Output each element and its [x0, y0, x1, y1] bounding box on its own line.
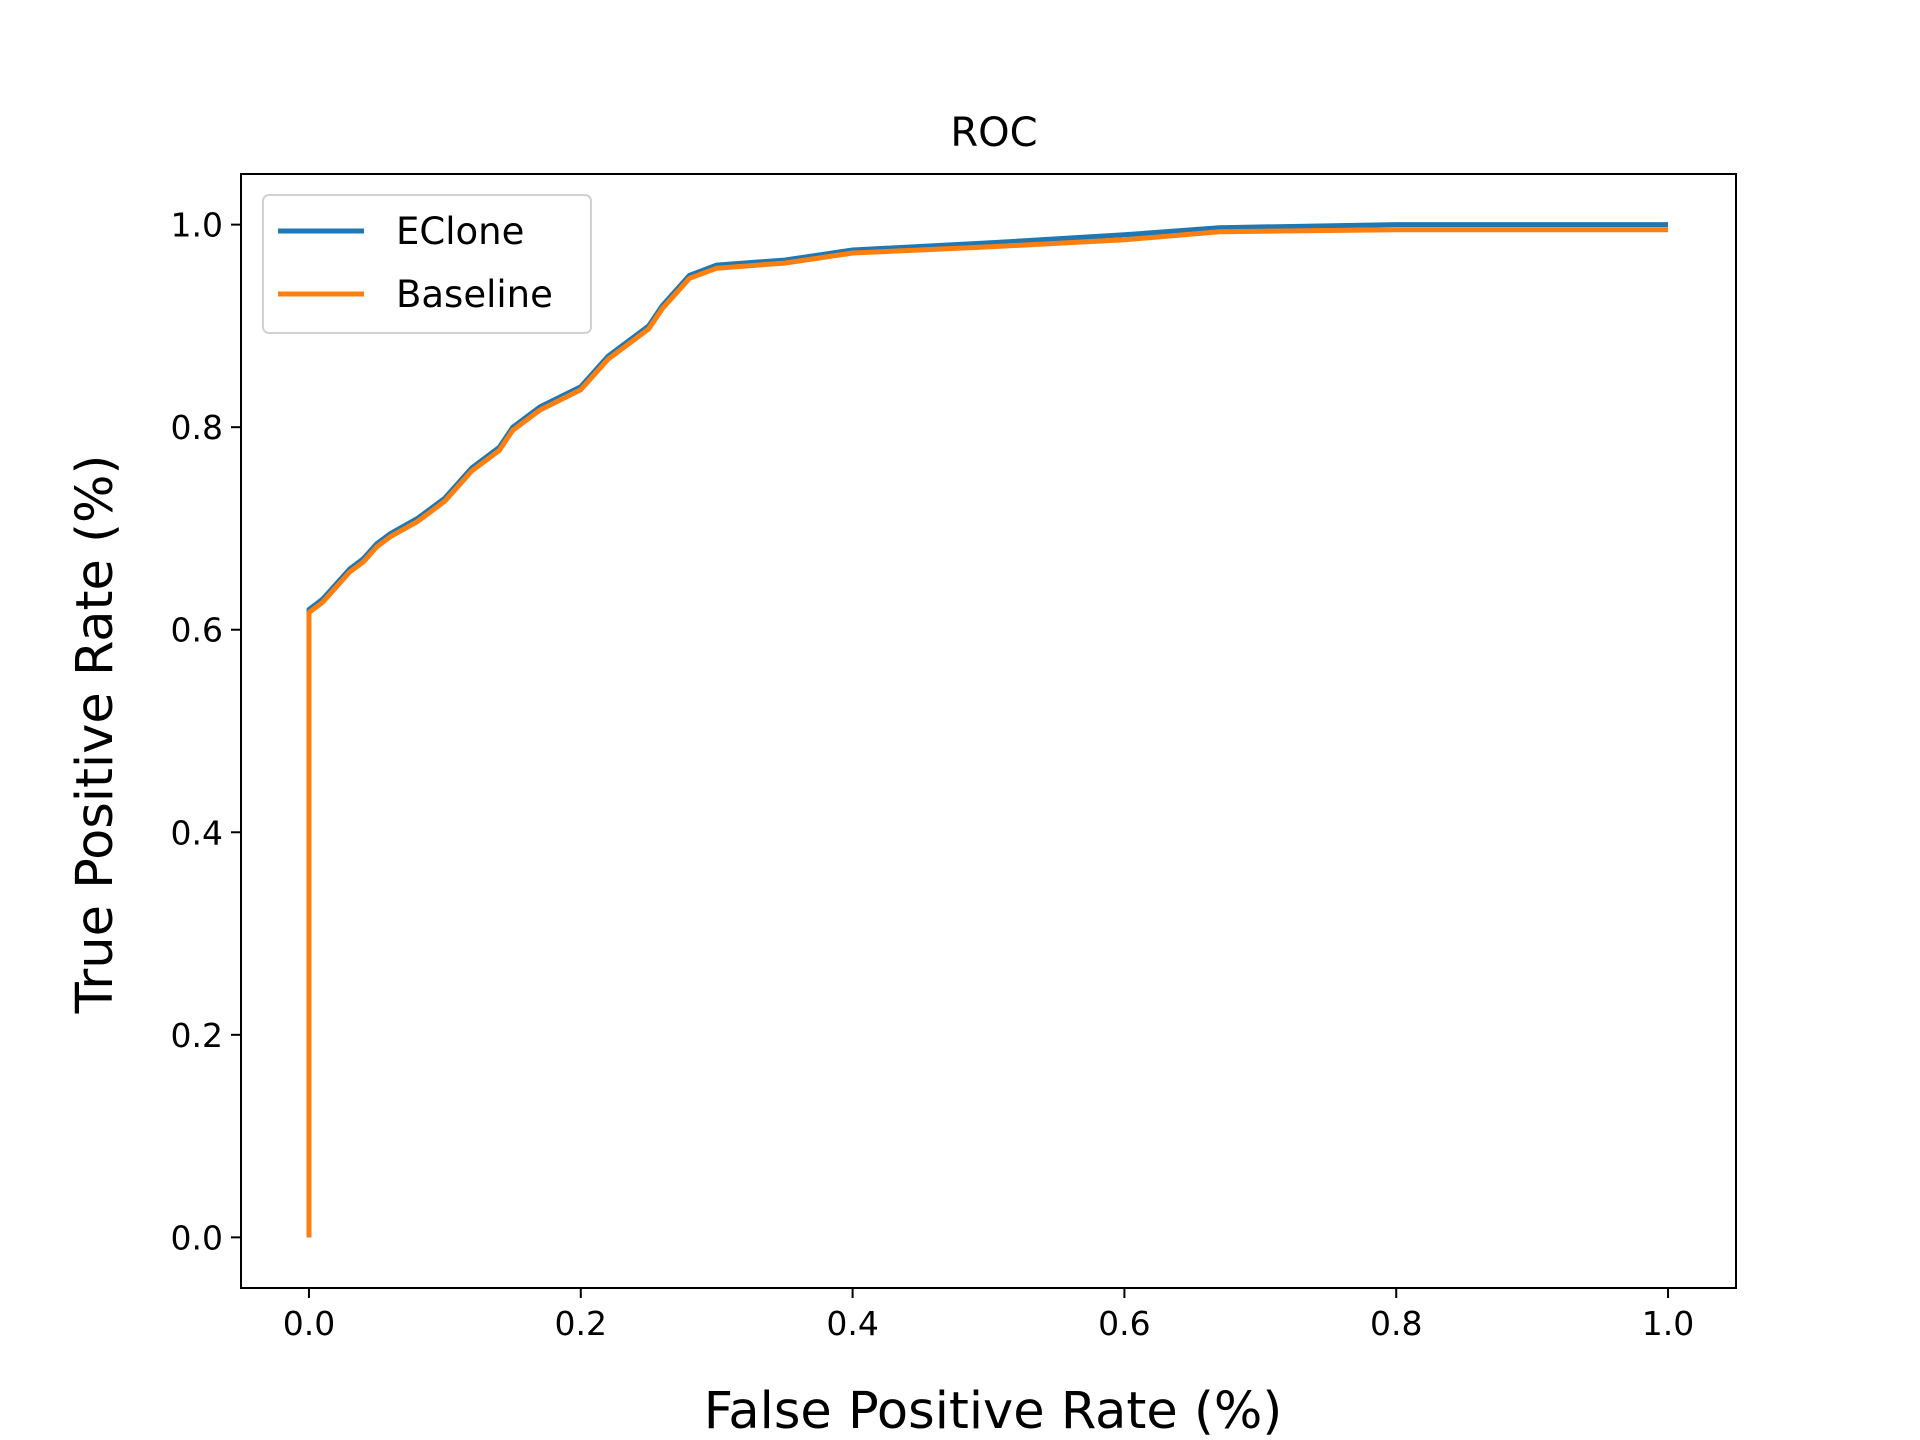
- y-tick-label: 0.0: [171, 1218, 223, 1257]
- series-line-baseline: [306, 227, 1668, 1238]
- y-tick-label: 0.4: [171, 813, 223, 852]
- chart-title: ROC: [950, 110, 1037, 156]
- y-tick-label: 0.6: [171, 611, 223, 650]
- legend: EClone Baseline: [262, 194, 592, 334]
- x-tick-label: 0.2: [555, 1304, 607, 1343]
- x-tick-label: 0.4: [826, 1304, 878, 1343]
- x-axis-label: False Positive Rate (%): [704, 1382, 1282, 1440]
- legend-label-baseline: Baseline: [396, 273, 553, 316]
- x-tick-label: 0.8: [1370, 1304, 1422, 1343]
- y-axis-label: True Positive Rate (%): [66, 455, 125, 1015]
- x-tick-label: 1.0: [1642, 1304, 1694, 1343]
- legend-label-eclone: EClone: [396, 210, 524, 253]
- x-tick-label: 0.0: [283, 1304, 335, 1343]
- x-tick-label: 0.6: [1098, 1304, 1150, 1343]
- plot-frame: [240, 173, 1737, 1289]
- y-tick-label: 0.2: [171, 1016, 223, 1055]
- y-tick-label: 1.0: [171, 206, 223, 245]
- y-tick-label: 0.8: [171, 408, 223, 447]
